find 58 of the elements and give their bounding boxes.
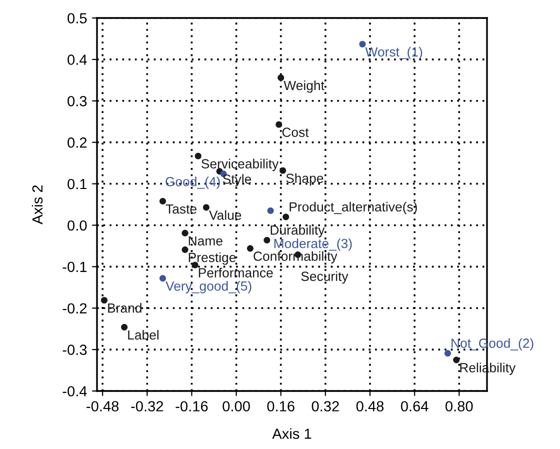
- annotation: Good_(4): [166, 176, 220, 189]
- x-tick-label: 0.00: [222, 401, 250, 412]
- annotation: Performance: [198, 268, 273, 278]
- annotation: Moderate_(3): [274, 238, 352, 251]
- point: [264, 236, 270, 244]
- y-tick-label: 0.3: [68, 96, 87, 106]
- y-tick-label: 0.4: [68, 54, 87, 65]
- point: [121, 324, 128, 330]
- point: [182, 246, 188, 253]
- x-tick-label: 0.64: [400, 401, 428, 412]
- annotation: Shape: [286, 173, 324, 186]
- y-tick-label: -0.4: [62, 386, 87, 396]
- x-tick-label: -0.32: [131, 401, 164, 412]
- annotation: Durability: [270, 225, 325, 238]
- x-tick-label: 0.48: [356, 401, 384, 412]
- point: [159, 274, 166, 282]
- point: [453, 356, 460, 364]
- annotation: Serviceability: [202, 158, 279, 172]
- annotation: Label: [128, 330, 158, 340]
- y-tick-label: -0.3: [62, 344, 87, 355]
- point: [282, 214, 290, 220]
- annotation: Very_good_(5): [166, 281, 252, 294]
- point: [267, 207, 274, 214]
- x-tick-label: 0.80: [446, 401, 473, 412]
- y-tick-label: -0.2: [62, 303, 87, 314]
- x-tick-label: -0.16: [176, 401, 208, 412]
- point: [246, 245, 254, 252]
- x-tick-label: 0.32: [312, 401, 339, 412]
- y-axis-title: Axis 2: [32, 185, 43, 224]
- y-tick-label: -0.1: [62, 262, 87, 272]
- point: [280, 167, 286, 174]
- annotation: Security: [301, 271, 348, 284]
- y-tick-label: 0.1: [68, 178, 87, 190]
- point: [276, 121, 282, 128]
- y-tick-label: 0.5: [68, 13, 87, 24]
- annotation: Prestige: [188, 252, 236, 265]
- point: [444, 350, 452, 357]
- annotation: Taste: [166, 204, 196, 214]
- annotation: Worst_(1): [365, 46, 422, 60]
- point: [359, 40, 366, 48]
- point: [202, 204, 210, 211]
- x-tick-label: -0.48: [86, 401, 119, 412]
- x-axis-title: Axis 1: [272, 428, 312, 439]
- annotation: Style: [222, 174, 252, 186]
- annotation: Cost: [282, 128, 309, 137]
- annotation: Product_alternative(s): [290, 202, 417, 214]
- point: [182, 230, 188, 236]
- point: [159, 198, 166, 204]
- point: [194, 152, 202, 160]
- y-tick-label: 0.0: [68, 220, 87, 231]
- x-tick-label: 0.16: [267, 401, 294, 412]
- point: [278, 74, 284, 81]
- annotation: Brand: [108, 303, 142, 313]
- annotation: Value: [209, 210, 242, 220]
- point: [100, 296, 108, 304]
- y-tick-label: 0.2: [68, 137, 87, 148]
- annotation: Weight: [284, 80, 324, 93]
- annotation: Name: [188, 236, 222, 246]
